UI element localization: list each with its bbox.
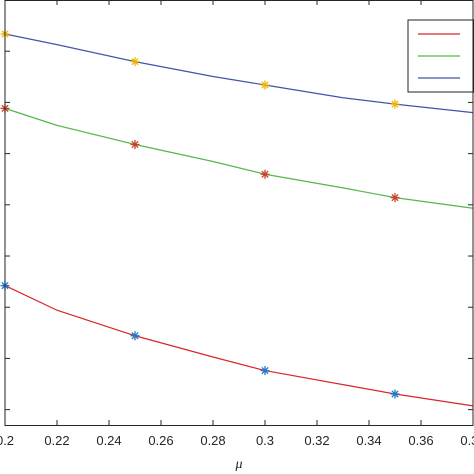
x-tick-label-1: 0.22 bbox=[44, 433, 69, 448]
series-1-marker-3 bbox=[390, 193, 400, 203]
tick-marks bbox=[4, 0, 474, 425]
x-tick-labels: 0.2 0.22 0.24 0.26 0.28 0.3 0.32 0.34 0.36 0.38 bbox=[0, 433, 474, 448]
axes-box bbox=[4, 0, 474, 426]
series-1-marker-1 bbox=[130, 140, 140, 149]
series-2-line bbox=[4, 33, 474, 114]
series-1-marker-2 bbox=[260, 169, 270, 179]
x-tick-label-5: 0.3 bbox=[256, 433, 274, 448]
x-axis-label: μ bbox=[234, 457, 242, 472]
series-2-marker-1 bbox=[130, 57, 140, 67]
series-0-line bbox=[4, 285, 474, 407]
series-0-marker-3 bbox=[390, 389, 400, 399]
x-tick-label-6: 0.32 bbox=[304, 433, 329, 448]
series-0-marker-1 bbox=[130, 331, 140, 341]
series-0-marker-2 bbox=[260, 366, 270, 376]
x-tick-label-7: 0.34 bbox=[356, 433, 381, 448]
x-tick-label-0: 0.2 bbox=[0, 433, 14, 448]
series-2-marker-3 bbox=[390, 99, 400, 109]
legend bbox=[407, 19, 474, 93]
x-tick-label-3: 0.26 bbox=[148, 433, 173, 448]
series-2-marker-2 bbox=[260, 80, 270, 90]
x-tick-label-4: 0.28 bbox=[200, 433, 225, 448]
x-tick-label-8: 0.36 bbox=[408, 433, 433, 448]
series-layer bbox=[0, 29, 474, 407]
series-1-line bbox=[4, 107, 474, 209]
x-tick-label-9: 0.38 bbox=[460, 433, 474, 448]
x-tick-label-2: 0.24 bbox=[96, 433, 121, 448]
